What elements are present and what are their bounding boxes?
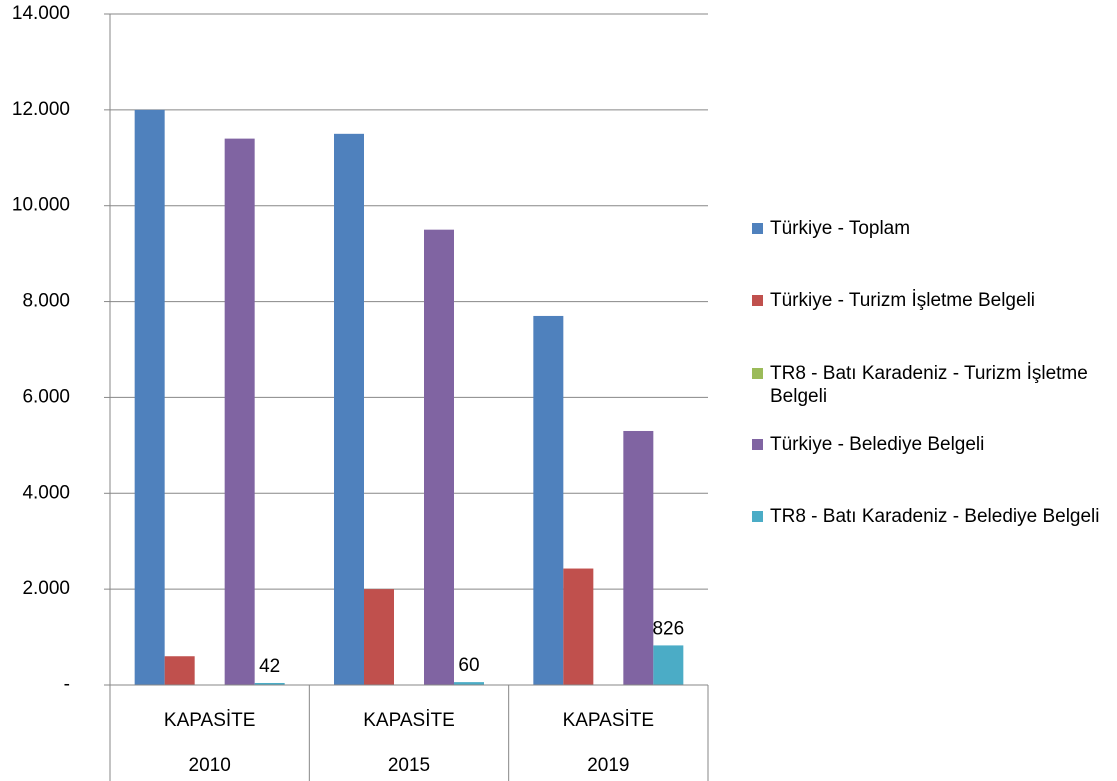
legend-swatch xyxy=(752,223,763,234)
y-tick-label: 14.000 xyxy=(12,3,70,24)
bar xyxy=(164,656,195,685)
legend-item: Türkiye - Turizm İşletme Belgeli xyxy=(752,289,1102,312)
legend-label: Türkiye - Turizm İşletme Belgeli xyxy=(770,290,1036,311)
legend-item: Türkiye - Belediye Belgeli xyxy=(752,433,1102,456)
bar xyxy=(334,133,364,686)
y-tick-label: 10.000 xyxy=(12,195,70,216)
legend-item: Türkiye - Toplam xyxy=(752,217,1102,240)
legend-label: Türkiye - Toplam xyxy=(770,218,911,239)
bar xyxy=(134,109,165,686)
x-tick-label: 2019 xyxy=(587,755,629,776)
category-group-label: KAPASİTE xyxy=(164,710,256,731)
x-tick-label: 2010 xyxy=(189,755,231,776)
data-label: 60 xyxy=(458,655,479,676)
bar xyxy=(653,645,684,685)
bar xyxy=(224,138,255,686)
data-label: 826 xyxy=(652,618,684,639)
bar xyxy=(563,568,594,685)
bar xyxy=(424,229,454,685)
legend-swatch xyxy=(752,295,763,306)
category-group-label: KAPASİTE xyxy=(563,710,655,731)
bar xyxy=(364,589,394,685)
bar xyxy=(623,430,654,685)
legend-item: TR8 - Batı Karadeniz - Turizm İşletme Be… xyxy=(752,362,1102,408)
bar xyxy=(254,682,285,685)
x-tick-label: 2015 xyxy=(388,755,430,776)
legend-label: Türkiye - Belediye Belgeli xyxy=(770,434,985,455)
legend-swatch xyxy=(752,439,763,450)
legend-swatch xyxy=(752,368,763,379)
bar xyxy=(533,315,564,685)
bar xyxy=(454,682,484,685)
category-group-label: KAPASİTE xyxy=(363,710,455,731)
y-tick-label: 4.000 xyxy=(22,482,70,503)
legend-label: TR8 - Batı Karadeniz - Turizm İşletme Be… xyxy=(770,363,1088,407)
y-tick-label: - xyxy=(64,674,70,695)
y-tick-label: 12.000 xyxy=(12,99,70,120)
data-label: 42 xyxy=(259,656,280,677)
y-tick-label: 8.000 xyxy=(22,291,70,312)
legend-label: TR8 - Batı Karadeniz - Belediye Belgeli xyxy=(770,506,1100,527)
y-tick-label: 2.000 xyxy=(22,578,70,599)
y-tick-label: 6.000 xyxy=(22,386,70,407)
legend-swatch xyxy=(752,511,763,522)
legend-item: TR8 - Batı Karadeniz - Belediye Belgeli xyxy=(752,505,1102,528)
